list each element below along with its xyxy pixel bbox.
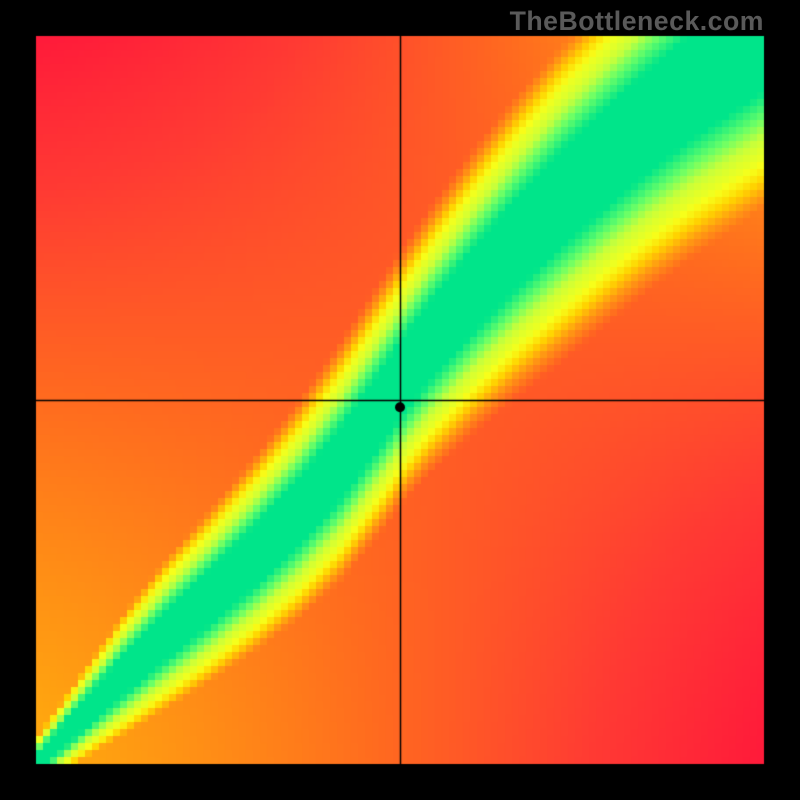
bottleneck-heatmap bbox=[0, 0, 800, 800]
watermark-text: TheBottleneck.com bbox=[510, 6, 764, 37]
